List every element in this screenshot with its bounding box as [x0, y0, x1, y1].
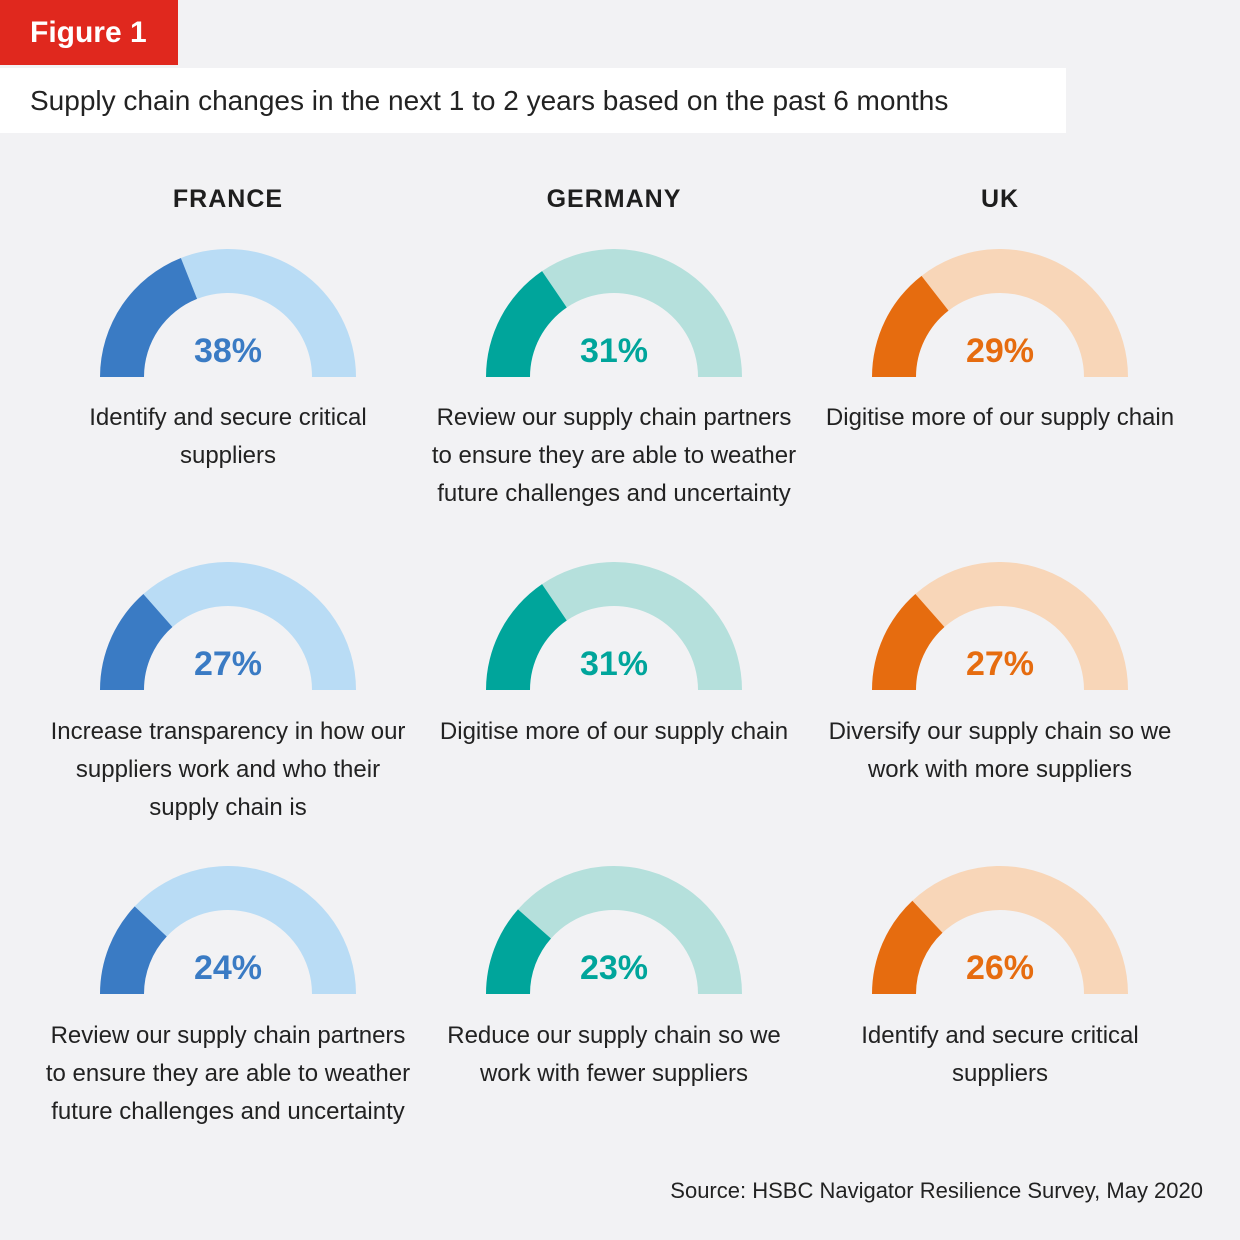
gauge-track	[542, 562, 742, 690]
gauge: 38%	[100, 249, 356, 377]
gauge-value-arc	[100, 257, 198, 377]
figure-badge: Figure 1	[0, 0, 178, 65]
gauge-svg	[872, 866, 1128, 994]
gauge: 31%	[486, 249, 742, 377]
gauge: 24%	[100, 866, 356, 994]
gauge-value-arc	[100, 593, 173, 690]
gauge-svg	[872, 249, 1128, 377]
gauge-track	[915, 562, 1128, 690]
gauge-track	[921, 249, 1128, 377]
gauge: 27%	[100, 562, 356, 690]
country-heading: UK	[980, 185, 1020, 213]
gauge-value-arc	[486, 909, 551, 994]
gauge-value-label: 23%	[579, 949, 649, 987]
gauge: 26%	[872, 866, 1128, 994]
gauge-value-label: 26%	[965, 949, 1035, 987]
gauge-svg	[100, 866, 356, 994]
source-note: Source: HSBC Navigator Resilience Survey…	[670, 1178, 1203, 1203]
gauge-description: Identify and secure critical suppliers	[89, 404, 367, 469]
chart-title: Supply chain changes in the next 1 to 2 …	[30, 84, 949, 116]
gauge-description: Digitise more of our supply chain	[825, 404, 1175, 431]
gauge-track	[912, 866, 1128, 994]
gauge-svg	[872, 562, 1128, 690]
gauge-description: Digitise more of our supply chain	[439, 718, 789, 745]
gauge-value-arc	[486, 271, 567, 377]
gauge: 29%	[872, 249, 1128, 377]
gauge-value-label: 27%	[965, 645, 1035, 683]
gauge-svg	[486, 562, 742, 690]
gauge-svg	[486, 866, 742, 994]
gauge-description: Review our supply chain partners to ensu…	[431, 404, 797, 507]
figure-label: Figure 1	[30, 15, 147, 49]
gauge: 23%	[486, 866, 742, 994]
gauge-description: Reduce our supply chain so we work with …	[447, 1022, 781, 1087]
gauge-value-arc	[100, 906, 167, 994]
gauge-svg	[486, 249, 742, 377]
gauge-track	[180, 249, 356, 377]
gauge-value-label: 31%	[579, 645, 649, 683]
gauge-svg	[100, 562, 356, 690]
gauge-value-label: 29%	[965, 332, 1035, 370]
gauge-value-label: 27%	[193, 645, 263, 683]
gauge-value-arc	[872, 593, 945, 690]
country-heading: FRANCE	[172, 185, 284, 213]
gauge-track	[143, 562, 356, 690]
gauge: 27%	[872, 562, 1128, 690]
chart-title-box: Supply chain changes in the next 1 to 2 …	[0, 68, 1066, 133]
gauge-track	[517, 866, 742, 994]
gauge-value-arc	[872, 900, 943, 994]
gauge-value-label: 24%	[193, 949, 263, 987]
gauge-description: Diversify our supply chain so we work wi…	[828, 718, 1172, 783]
country-heading: GERMANY	[546, 185, 682, 213]
gauge-track	[542, 249, 742, 377]
gauge: 31%	[486, 562, 742, 690]
gauge-description: Identify and secure critical suppliers	[861, 1022, 1139, 1087]
gauge-description: Review our supply chain partners to ensu…	[45, 1022, 411, 1125]
gauge-track	[134, 866, 356, 994]
gauge-svg	[100, 249, 356, 377]
gauge-value-label: 31%	[579, 332, 649, 370]
gauge-value-arc	[872, 275, 949, 377]
gauge-value-arc	[486, 584, 567, 690]
gauge-value-label: 38%	[193, 332, 263, 370]
gauge-description: Increase transparency in how our supplie…	[50, 718, 406, 821]
